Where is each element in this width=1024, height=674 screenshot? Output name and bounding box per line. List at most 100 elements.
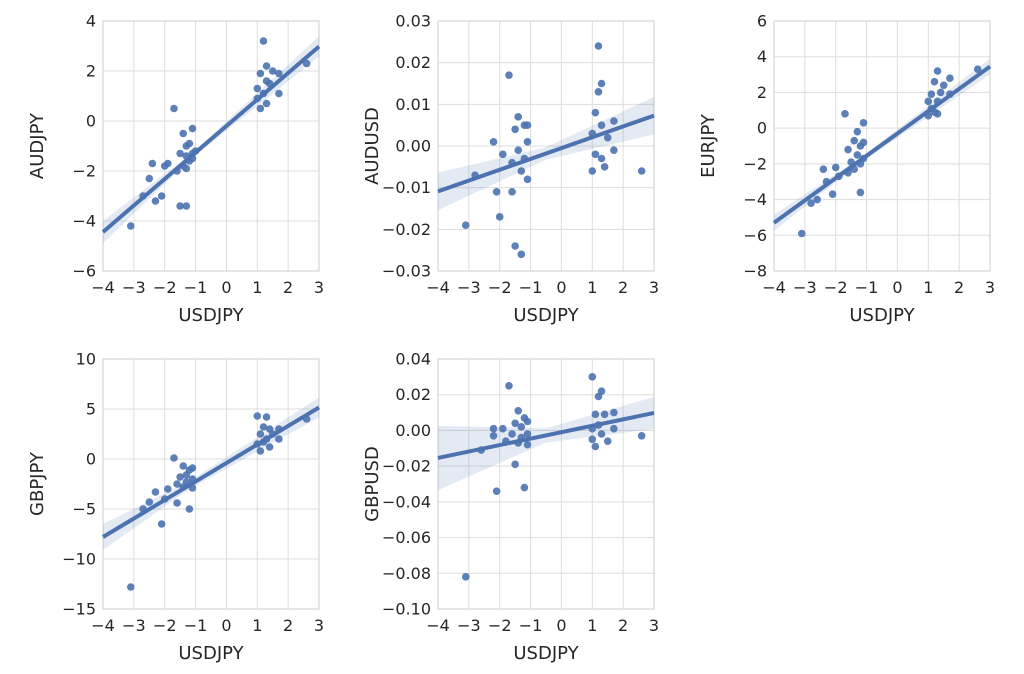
data-point — [185, 505, 194, 513]
y-tick-label: −4 — [72, 212, 96, 231]
data-point — [188, 464, 197, 472]
plot-border — [437, 20, 655, 272]
data-point — [933, 110, 942, 118]
x-tick-label: −4 — [91, 278, 115, 297]
data-point — [600, 163, 609, 171]
data-point — [936, 88, 945, 97]
data-point — [505, 71, 513, 79]
y-tick-label: 6 — [757, 12, 767, 31]
data-point — [508, 188, 516, 196]
data-point — [610, 117, 618, 125]
x-tick-label: −2 — [488, 616, 512, 635]
data-point — [508, 430, 516, 438]
data-point — [819, 165, 828, 174]
data-point — [844, 145, 852, 154]
plot-border — [437, 358, 655, 610]
data-point — [973, 65, 982, 74]
data-point — [262, 99, 271, 108]
y-tick-label: −0.03 — [382, 262, 431, 281]
data-point — [126, 583, 135, 591]
data-point — [492, 188, 501, 196]
plot-area — [437, 358, 655, 610]
data-point — [597, 387, 606, 395]
data-point — [145, 174, 154, 183]
data-point — [637, 431, 646, 440]
data-point — [275, 89, 283, 98]
data-point — [179, 462, 188, 470]
y-tick-label: −15 — [62, 600, 96, 619]
data-point — [511, 125, 519, 134]
x-tick-label: 0 — [556, 278, 566, 297]
y-tick-label: 0 — [757, 119, 767, 138]
y-tick-label: −2 — [743, 154, 767, 173]
y-tick-label: 0.04 — [395, 350, 431, 369]
data-point — [924, 97, 933, 106]
data-point — [489, 138, 498, 146]
x-tick-label: 1 — [587, 278, 597, 297]
y-tick-label: −0.08 — [382, 564, 431, 583]
data-point — [302, 59, 311, 68]
data-point — [157, 520, 166, 528]
x-tick-label: 3 — [314, 278, 324, 297]
data-point — [173, 480, 181, 488]
x-tick-label: 1 — [587, 616, 597, 635]
x-tick-label: 3 — [649, 616, 659, 635]
data-point — [126, 222, 135, 230]
x-tick-label: 0 — [221, 278, 231, 297]
data-point — [179, 129, 188, 138]
data-point — [523, 138, 532, 146]
y-tick-label: 0.02 — [395, 385, 431, 404]
data-point — [588, 373, 597, 381]
x-tick-label: 1 — [252, 616, 262, 635]
x-tick-label: −1 — [855, 278, 879, 297]
data-point — [256, 69, 265, 78]
plot-border — [102, 358, 320, 610]
data-point — [856, 188, 865, 197]
data-point — [520, 483, 529, 492]
x-axis-label: USDJPY — [849, 305, 915, 326]
x-tick-label: −3 — [122, 616, 146, 635]
data-point — [807, 199, 815, 207]
data-point — [946, 74, 954, 82]
x-tick-label: −1 — [519, 616, 543, 635]
data-point — [492, 487, 501, 495]
data-point — [259, 37, 268, 45]
y-tick-label: 4 — [757, 47, 767, 66]
y-tick-label: −10 — [62, 550, 96, 569]
x-tick-label: −2 — [824, 278, 848, 297]
data-point — [523, 175, 532, 184]
data-point — [170, 104, 178, 113]
y-axis-label: GBPJPY — [27, 451, 48, 516]
data-point — [188, 124, 197, 133]
data-point — [828, 190, 837, 199]
data-point — [591, 150, 600, 159]
data-point — [588, 167, 597, 175]
data-point — [499, 150, 507, 159]
y-tick-label: −0.06 — [382, 528, 431, 547]
x-tick-label: 3 — [649, 278, 659, 297]
y-tick-label: 2 — [757, 83, 767, 102]
y-tick-label: 0.00 — [395, 421, 431, 440]
data-point — [637, 167, 646, 175]
x-tick-label: −2 — [153, 616, 177, 635]
data-point — [930, 77, 939, 86]
data-point — [514, 406, 523, 415]
y-axis-label: EURJPY — [698, 113, 719, 178]
subplot-eurjpy: −4 −3 −2 −1 0 1 2 3 −8 −6 −4 −2 0 2 4 6 USDJPY EURJPY — [698, 12, 995, 327]
data-point — [841, 110, 849, 118]
y-axis-label: GBPUSD — [362, 446, 383, 522]
data-point — [597, 154, 606, 163]
x-axis-label: USDJPY — [513, 643, 579, 664]
x-axis-label: USDJPY — [178, 643, 244, 664]
data-point — [461, 221, 470, 229]
plot-border — [773, 20, 991, 272]
x-tick-label: 1 — [923, 278, 933, 297]
x-tick-label: −4 — [762, 278, 786, 297]
plot-border — [102, 20, 320, 272]
x-tick-label: 0 — [221, 616, 231, 635]
data-point — [151, 488, 160, 496]
data-point — [173, 499, 181, 507]
regression-line — [101, 44, 321, 234]
